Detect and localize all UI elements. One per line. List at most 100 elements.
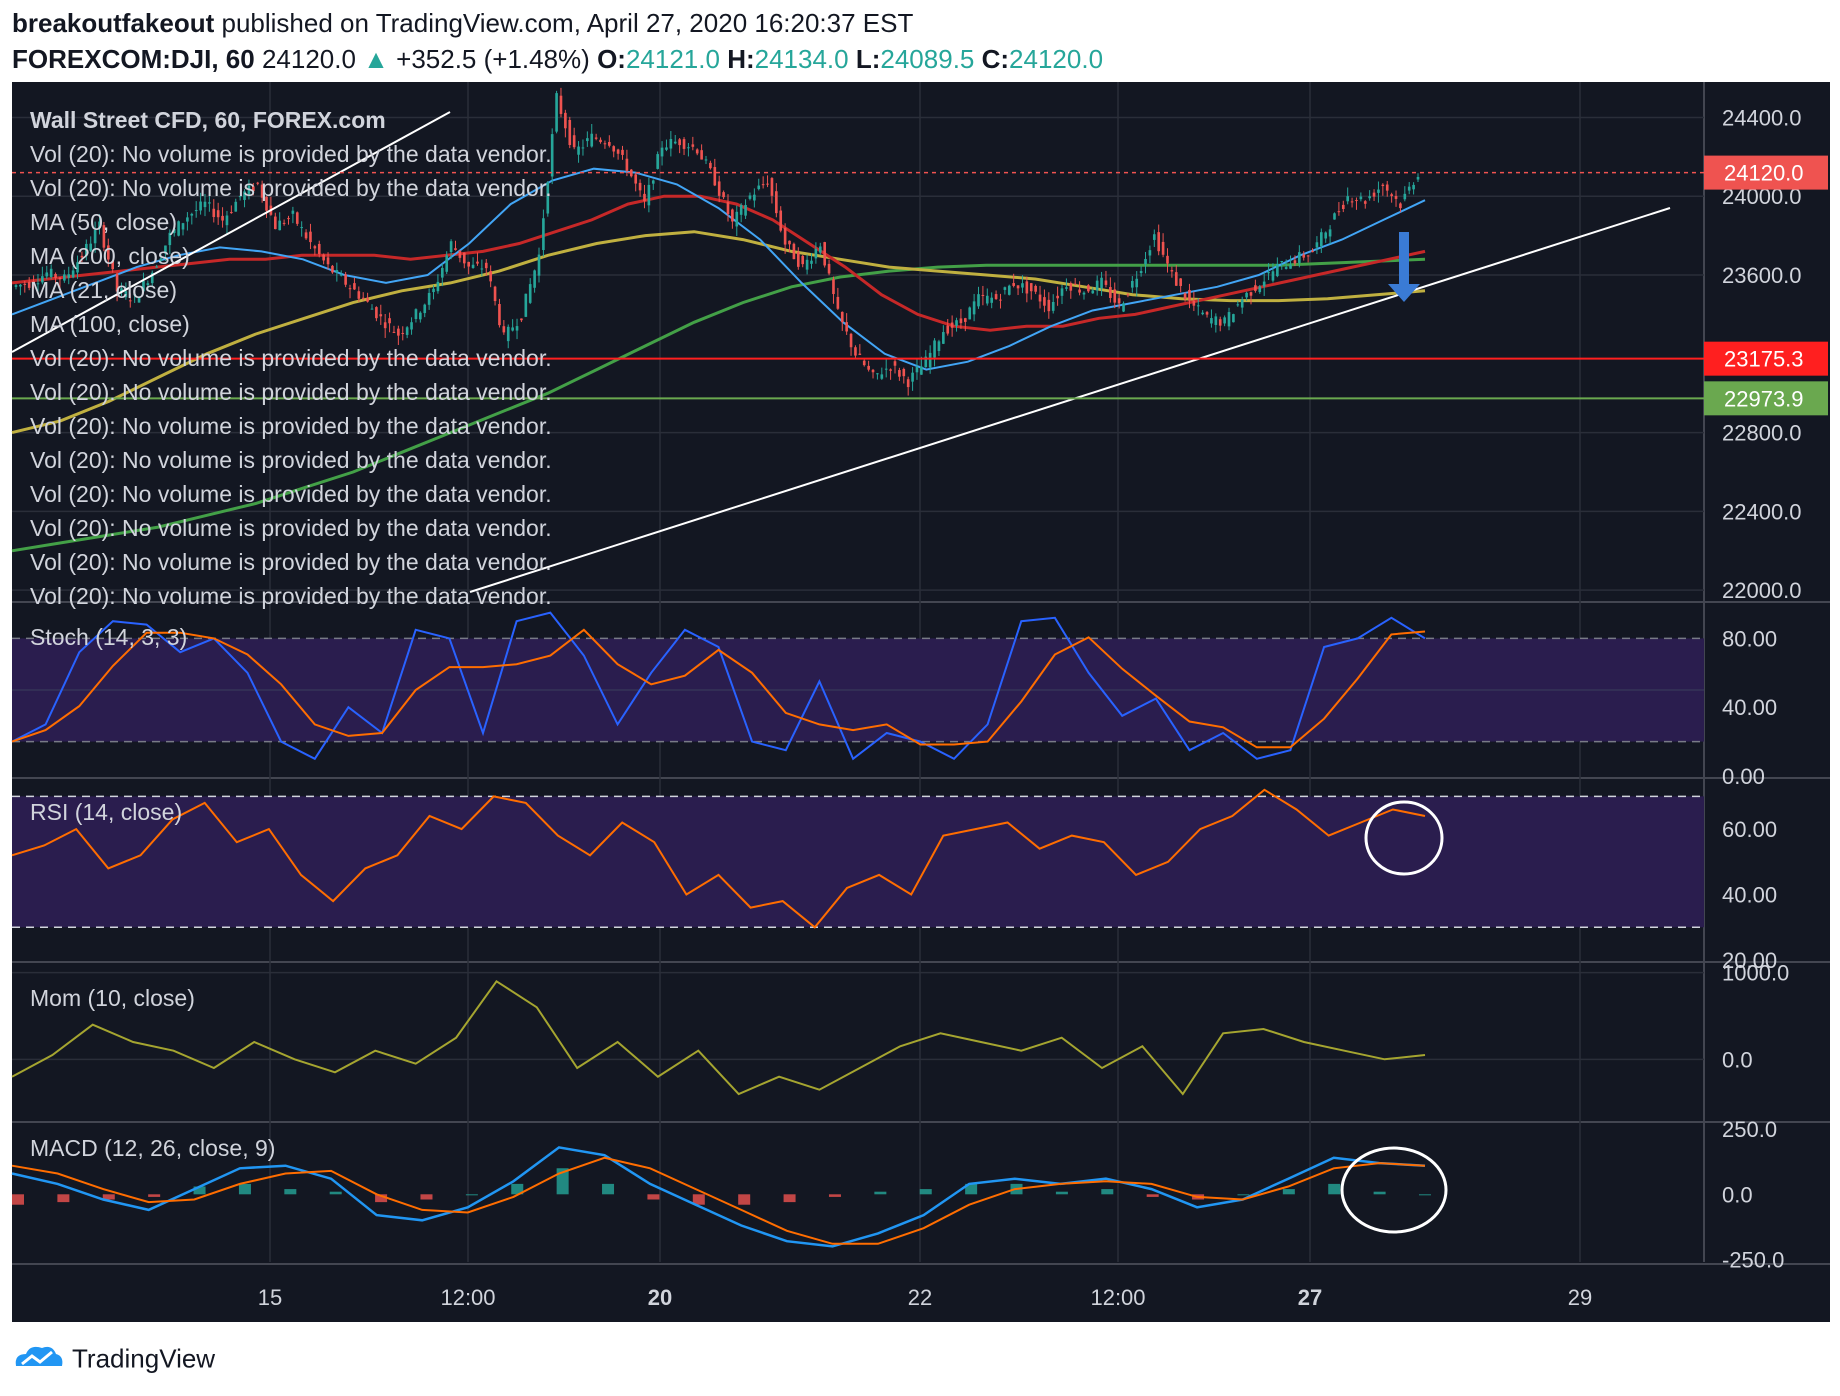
macd-histogram-bar xyxy=(329,1191,342,1195)
stoch-k-line xyxy=(11,611,1426,761)
candle-body xyxy=(1350,201,1354,203)
candle-body xyxy=(1359,196,1363,200)
candle-body xyxy=(208,202,211,204)
candle-body xyxy=(1188,289,1191,301)
candle-body xyxy=(669,138,673,149)
candle-body xyxy=(898,370,901,377)
candle-body xyxy=(506,326,510,342)
candle-body xyxy=(858,353,862,355)
close-value: 24120.0 xyxy=(1009,44,1104,74)
candle-body xyxy=(1091,290,1095,294)
candle-body xyxy=(353,283,356,290)
candle-body xyxy=(379,314,383,317)
candle-body xyxy=(990,297,994,303)
candle-body xyxy=(673,141,677,144)
candle-body xyxy=(150,272,154,284)
candle-body xyxy=(977,294,980,307)
candle-body xyxy=(1315,242,1319,248)
candle-body xyxy=(840,311,844,323)
candle-body xyxy=(1210,318,1213,324)
candle-body xyxy=(656,154,659,169)
candle-body xyxy=(796,251,800,267)
macd-histogram-bar xyxy=(1237,1194,1250,1196)
stoch-d-line xyxy=(11,628,1426,749)
candle-body xyxy=(1403,193,1407,200)
macd-circle-annotation xyxy=(1340,1146,1448,1234)
candle-body xyxy=(779,210,783,231)
chart-canvas[interactable]: 15 12:00 20 22 12:00 27 2924400.024000.023600.… xyxy=(0,0,1840,1340)
x-tick-label: 15 xyxy=(258,1285,282,1310)
candle-body xyxy=(493,286,497,302)
level-price-tag xyxy=(1704,341,1828,376)
candle-body xyxy=(295,212,299,224)
candle-body xyxy=(893,361,897,366)
candle-body xyxy=(498,304,501,326)
candle-body xyxy=(638,182,642,191)
candle-body xyxy=(862,360,866,366)
macd-histogram-bar xyxy=(57,1194,70,1203)
candle-body xyxy=(1412,184,1415,190)
candle-body xyxy=(1280,260,1284,262)
candle-body xyxy=(946,325,950,334)
candle-body xyxy=(854,347,857,356)
candle-body xyxy=(111,261,115,270)
brand-label: TradingView xyxy=(72,1343,216,1374)
candle-body xyxy=(1135,278,1139,288)
candle-body xyxy=(511,327,514,331)
candle-body xyxy=(1087,285,1090,292)
candle-body xyxy=(1205,312,1209,315)
legend-line: Vol (20): No volume is provided by the d… xyxy=(30,175,552,201)
candle-body xyxy=(906,379,910,388)
candle-body xyxy=(524,293,528,317)
legend-line: Vol (20): No volume is provided by the d… xyxy=(30,481,552,507)
candle-body xyxy=(1069,283,1073,291)
author-name[interactable]: breakoutfakeout xyxy=(12,8,215,38)
price-tick-label: 24400.0 xyxy=(1722,105,1802,130)
candle-body xyxy=(1196,305,1200,307)
candle-body xyxy=(67,274,71,278)
last-price: 24120.0 xyxy=(261,44,356,74)
macd-histogram-bar xyxy=(1373,1191,1386,1195)
candle-body xyxy=(172,229,176,234)
candle-body xyxy=(515,326,519,331)
price-tick-label: 22800.0 xyxy=(1722,421,1802,446)
candle-body xyxy=(546,182,550,214)
candle-body xyxy=(361,297,365,299)
candle-body xyxy=(221,215,224,221)
candle-body xyxy=(1021,283,1024,288)
candle-body xyxy=(291,210,295,214)
candle-body xyxy=(282,222,286,224)
rsi-tick-label: 20.00 xyxy=(1722,948,1777,973)
x-tick-label: 29 xyxy=(1568,1285,1592,1310)
candle-body xyxy=(643,193,646,202)
candle-body xyxy=(1407,186,1411,191)
candle-body xyxy=(1148,250,1152,256)
candle-body xyxy=(1227,312,1231,327)
candle-body xyxy=(115,273,119,292)
candle-body xyxy=(1390,194,1393,197)
legend-line: Vol (20): No volume is provided by the d… xyxy=(30,447,552,473)
candle-body xyxy=(265,196,268,211)
candle-body xyxy=(559,95,563,114)
candle-body xyxy=(744,204,747,216)
macd-histogram-bar xyxy=(420,1194,433,1200)
candle-body xyxy=(1416,176,1420,180)
candle-body xyxy=(186,217,189,222)
candle-body xyxy=(590,133,594,147)
candle-body xyxy=(717,181,721,196)
change-value: +352.5 (+1.48%) xyxy=(396,44,590,74)
candle-body xyxy=(520,318,523,321)
candle-body xyxy=(1100,277,1103,289)
price-tick-label: 23600.0 xyxy=(1722,263,1802,288)
candle-body xyxy=(783,227,787,245)
candle-body xyxy=(278,220,282,231)
candle-body xyxy=(942,332,945,344)
candle-body xyxy=(71,270,75,278)
header-line-2: FOREXCOM:DJI, 60 24120.0 ▲ +352.5 (+1.48… xyxy=(12,44,1103,75)
legend-line: Vol (20): No volume is provided by the d… xyxy=(30,413,552,439)
candle-body xyxy=(313,246,317,249)
candle-body xyxy=(880,374,884,379)
candle-body xyxy=(1236,304,1240,306)
level-price-label: 23175.3 xyxy=(1724,347,1804,372)
candle-body xyxy=(120,288,123,292)
